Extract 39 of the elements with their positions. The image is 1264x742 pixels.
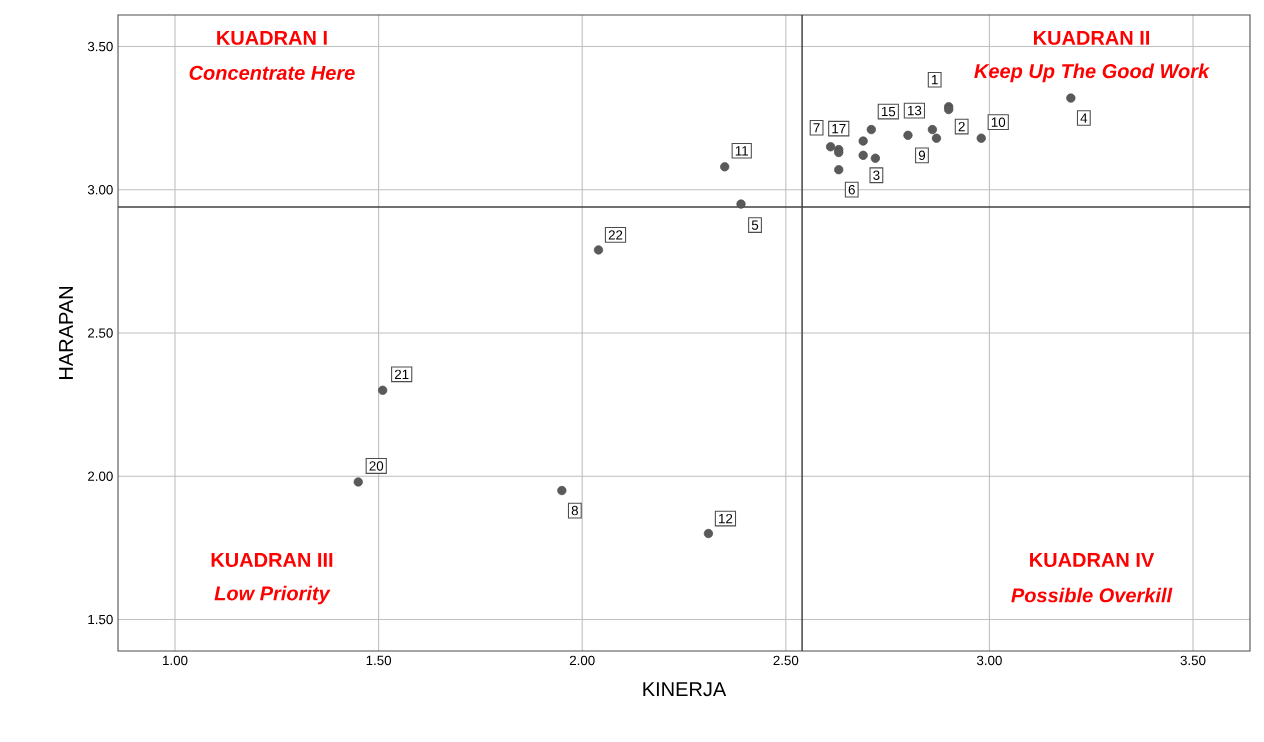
annotation: 15 — [881, 106, 896, 117]
annotation: 2 — [958, 121, 965, 132]
annotation: 9 — [918, 150, 926, 161]
annotation: 1 — [932, 75, 938, 85]
annotation: 6 — [848, 184, 855, 195]
annotation: 7 — [813, 123, 820, 133]
annotation: 8 — [571, 505, 578, 516]
annotation: 22 — [608, 230, 623, 240]
annotation: 17 — [832, 124, 846, 134]
annotation: 5 — [751, 220, 759, 230]
y-axis-title: HARAPAN — [59, 287, 73, 379]
x-tick-label: 2.50 — [773, 655, 799, 666]
annotation: 21 — [394, 369, 409, 379]
y-tick-label: 1.50 — [88, 614, 113, 625]
annotation: 3 — [873, 170, 880, 180]
annotation: 20 — [369, 461, 384, 471]
x-axis-title: KINERJA — [643, 682, 727, 697]
annotation: KUADRAN I — [217, 30, 327, 45]
annotation: Keep Up The Good Work — [974, 63, 1210, 83]
annotation: Possible Overkill — [1011, 587, 1173, 603]
annotation: Concentrate Here — [189, 65, 355, 80]
x-tick-label: 3.00 — [976, 655, 1002, 666]
annotation: KUADRAN IV — [1030, 553, 1155, 568]
annotation: Low Priority — [214, 585, 331, 605]
x-tick-label: 3.50 — [1180, 655, 1206, 666]
y-tick-label: 3.50 — [87, 41, 113, 52]
y-tick-label: 2.00 — [88, 471, 113, 481]
annotation: KUADRAN II — [1033, 30, 1150, 45]
annotation: 10 — [991, 117, 1006, 127]
y-tick-label: 2.50 — [88, 328, 113, 338]
annotation: 4 — [1080, 113, 1088, 123]
annotation: 12 — [719, 513, 733, 524]
y-tick-label: 3.00 — [87, 185, 113, 195]
x-tick-label: 1.50 — [366, 655, 392, 666]
annotation: 11 — [735, 146, 749, 156]
annotation: KUADRAN III — [211, 553, 333, 568]
annotation: 13 — [908, 105, 922, 116]
x-tick-label: 2.00 — [569, 655, 595, 666]
x-tick-label: 1.00 — [163, 655, 188, 666]
